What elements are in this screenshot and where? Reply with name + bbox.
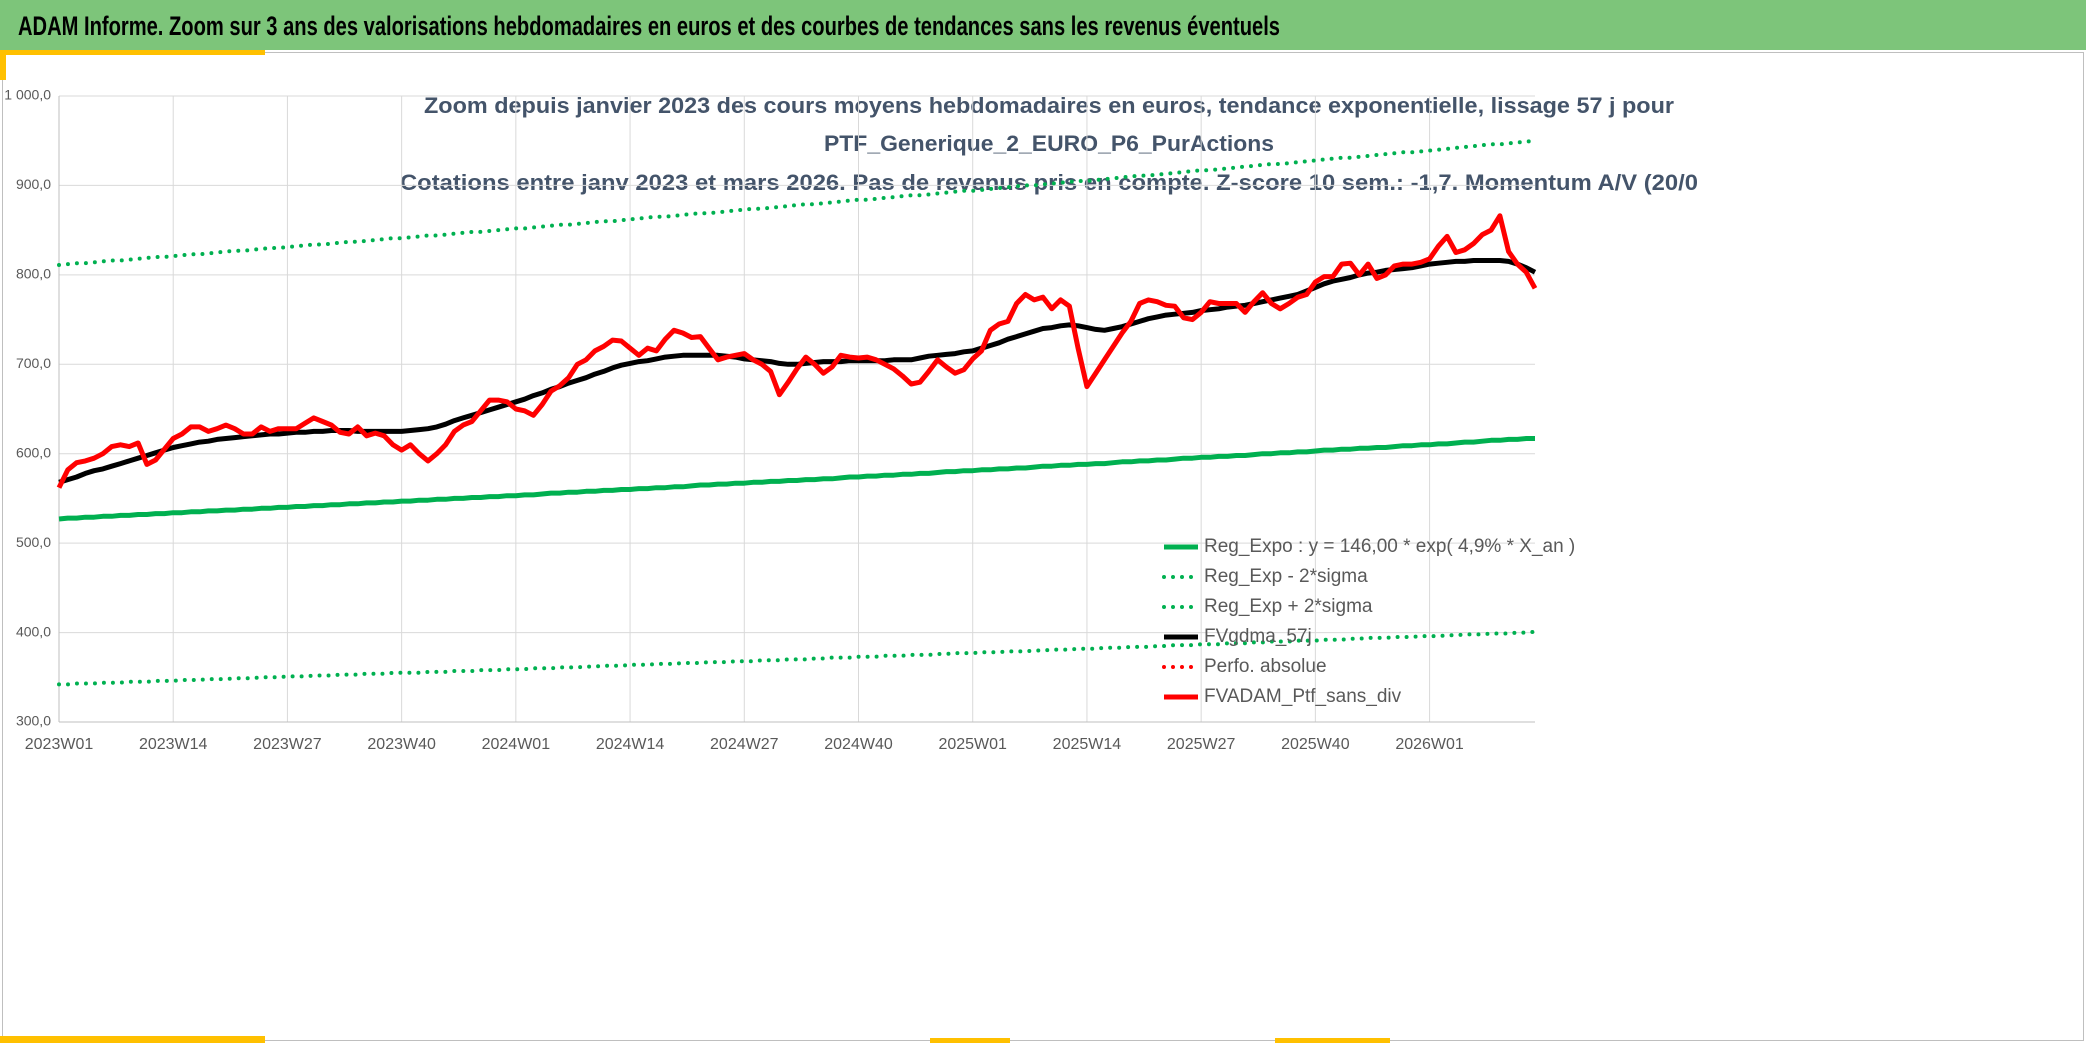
y-tick-label: 900,0 [16,176,51,192]
series-line [58,436,1535,522]
y-tick-label: 800,0 [16,266,51,282]
x-tick-label: 2023W01 [25,736,94,753]
x-tick-label: 2024W14 [596,736,665,753]
series-line [57,629,1537,687]
header-title: ADAM Informe. Zoom sur 3 ans des valoris… [18,11,1280,41]
x-tick-label: 2023W27 [253,736,322,753]
y-tick-label: 700,0 [16,355,51,371]
header-bar [0,0,2086,50]
x-tick-label: 2024W27 [710,736,779,753]
legend-label: Reg_Exp - 2*sigma [1204,566,1368,587]
legend-label: Reg_Expo : y = 146,00 * exp( 4,9% * X_an… [1204,536,1575,557]
chart-title: PTF_Generique_2_EURO_P6_PurActions [824,131,1274,156]
x-tick-label: 2026W01 [1395,736,1464,753]
y-tick-label: 600,0 [16,444,51,460]
series-line [56,213,1538,489]
legend-label: FVgdma_57j [1204,626,1312,647]
chart-title: Cotations entre janv 2023 et mars 2026. … [400,170,1698,195]
x-tick-label: 2025W14 [1053,736,1122,753]
y-tick-label: 400,0 [16,623,51,639]
x-tick-label: 2025W40 [1281,736,1350,753]
chart-title: Zoom depuis janvier 2023 des cours moyen… [424,93,1674,118]
x-tick-label: 2024W40 [824,736,893,753]
accent [0,50,6,80]
frame [2,52,2084,1041]
x-tick-label: 2025W01 [938,736,1007,753]
series-line [57,138,1537,267]
accent [1275,1038,1390,1043]
x-tick-label: 2023W40 [367,736,436,753]
accent [0,50,265,55]
x-tick-label: 2023W14 [139,736,208,753]
legend-label: Reg_Exp + 2*sigma [1204,596,1373,617]
accent [930,1038,1010,1043]
accent [0,1036,265,1043]
series-line [58,258,1537,485]
y-tick-label: 1 000,0 [4,87,51,103]
y-tick-label: 300,0 [16,713,51,729]
legend-label: Perfo. absolue [1204,656,1327,677]
x-tick-label: 2025W27 [1167,736,1236,753]
legend-label: FVADAM_Ptf_sans_div [1204,686,1402,707]
y-tick-label: 500,0 [16,534,51,550]
x-tick-label: 2024W01 [482,736,551,753]
